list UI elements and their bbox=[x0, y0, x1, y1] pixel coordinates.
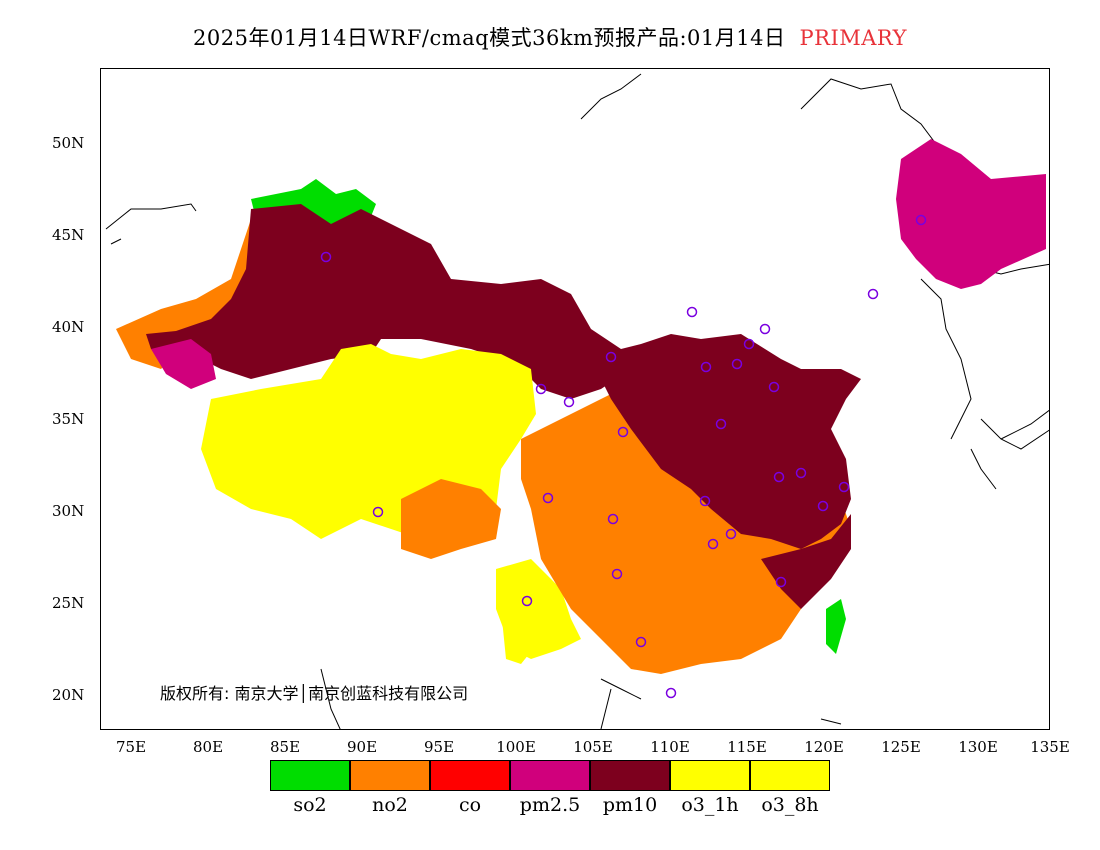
legend-label-pm25: pm2.5 bbox=[519, 794, 581, 816]
station-marker bbox=[521, 595, 533, 607]
lon-label-75e: 75E bbox=[115, 738, 147, 756]
station-marker bbox=[372, 506, 384, 518]
lat-label-45n: 45N bbox=[52, 226, 85, 244]
coastline-korea bbox=[920, 263, 1049, 440]
region-o3-southwest-2 bbox=[501, 589, 546, 664]
station-marker bbox=[715, 418, 727, 430]
station-marker bbox=[535, 383, 547, 395]
legend-label-pm10: pm10 bbox=[602, 794, 658, 816]
station-marker bbox=[795, 467, 807, 479]
station-marker bbox=[867, 288, 879, 300]
coastline-south bbox=[320, 668, 842, 729]
region-pm10-northwest bbox=[146, 204, 631, 399]
region-pm10-east bbox=[601, 334, 861, 549]
lon-label-95e: 95E bbox=[423, 738, 455, 756]
lat-label-35n: 35N bbox=[52, 410, 85, 428]
station-marker bbox=[635, 636, 647, 648]
legend-label-o3-8h: o3_8h bbox=[761, 794, 819, 816]
station-marker bbox=[699, 495, 711, 507]
pollutant-map bbox=[105, 73, 1049, 729]
station-marker bbox=[773, 471, 785, 483]
coastline-west bbox=[105, 203, 197, 245]
station-marker bbox=[563, 396, 575, 408]
lat-label-50n: 50N bbox=[52, 134, 85, 152]
lon-label-125e: 125E bbox=[881, 738, 921, 756]
lat-label-20n: 20N bbox=[52, 686, 85, 704]
station-marker bbox=[617, 426, 629, 438]
region-o3-taiwan bbox=[826, 599, 846, 654]
legend-swatch-pm10 bbox=[590, 760, 670, 791]
coastline-north bbox=[580, 73, 937, 145]
coastline-japan bbox=[970, 409, 1049, 490]
station-marker bbox=[731, 358, 743, 370]
legend-swatch-so2 bbox=[270, 760, 350, 791]
copyright-text: 版权所有: 南京大学│南京创蓝科技有限公司 bbox=[160, 684, 469, 703]
station-marker bbox=[542, 492, 554, 504]
lon-label-120e: 120E bbox=[804, 738, 844, 756]
lon-label-115e: 115E bbox=[727, 738, 767, 756]
lon-label-135e: 135E bbox=[1030, 738, 1070, 756]
lat-label-40n: 40N bbox=[52, 318, 85, 336]
lat-label-30n: 30N bbox=[52, 502, 85, 520]
map-frame bbox=[100, 68, 1050, 730]
station-marker bbox=[605, 351, 617, 363]
lon-label-80e: 80E bbox=[192, 738, 224, 756]
chart-title: 2025年01月14日WRF/cmaq模式36km预报产品:01月14日 PRIM… bbox=[0, 22, 1100, 52]
station-marker bbox=[686, 306, 698, 318]
station-marker bbox=[915, 214, 927, 226]
lon-label-105e: 105E bbox=[573, 738, 613, 756]
station-marker bbox=[725, 528, 737, 540]
station-marker bbox=[320, 251, 332, 263]
legend-label-so2: so2 bbox=[293, 794, 327, 816]
region-pm25-west bbox=[151, 339, 216, 389]
region-no2-southwest bbox=[401, 479, 501, 559]
region-no2-south bbox=[521, 339, 851, 674]
legend-swatch-co bbox=[430, 760, 510, 791]
pollutant-regions bbox=[116, 139, 1046, 674]
station-marker bbox=[611, 568, 623, 580]
station-markers bbox=[320, 214, 927, 699]
lon-label-130e: 130E bbox=[958, 738, 998, 756]
legend-swatch-o3-1h bbox=[670, 760, 750, 791]
station-marker bbox=[743, 338, 755, 350]
station-marker bbox=[817, 500, 829, 512]
legend-label-co: co bbox=[458, 794, 482, 816]
legend-label-o3-1h: o3_1h bbox=[681, 794, 739, 816]
station-marker bbox=[700, 361, 712, 373]
station-marker bbox=[768, 381, 780, 393]
legend-label-no2: no2 bbox=[372, 794, 408, 816]
lon-label-110e: 110E bbox=[650, 738, 690, 756]
region-pm25-northeast bbox=[896, 139, 1046, 289]
station-marker bbox=[775, 576, 787, 588]
lon-label-100e: 100E bbox=[496, 738, 536, 756]
station-marker bbox=[607, 513, 619, 525]
station-marker bbox=[665, 687, 677, 699]
station-marker bbox=[759, 323, 771, 335]
legend-swatch-pm25 bbox=[510, 760, 590, 791]
legend-swatch-no2 bbox=[350, 760, 430, 791]
lat-label-25n: 25N bbox=[52, 594, 85, 612]
lon-label-90e: 90E bbox=[346, 738, 378, 756]
station-marker bbox=[838, 481, 850, 493]
primary-tag: PRIMARY bbox=[799, 26, 907, 50]
legend-swatch-o3-8h bbox=[750, 760, 830, 791]
title-text: 2025年01月14日WRF/cmaq模式36km预报产品:01月14日 bbox=[193, 26, 786, 50]
lon-label-85e: 85E bbox=[269, 738, 301, 756]
station-marker bbox=[707, 538, 719, 550]
